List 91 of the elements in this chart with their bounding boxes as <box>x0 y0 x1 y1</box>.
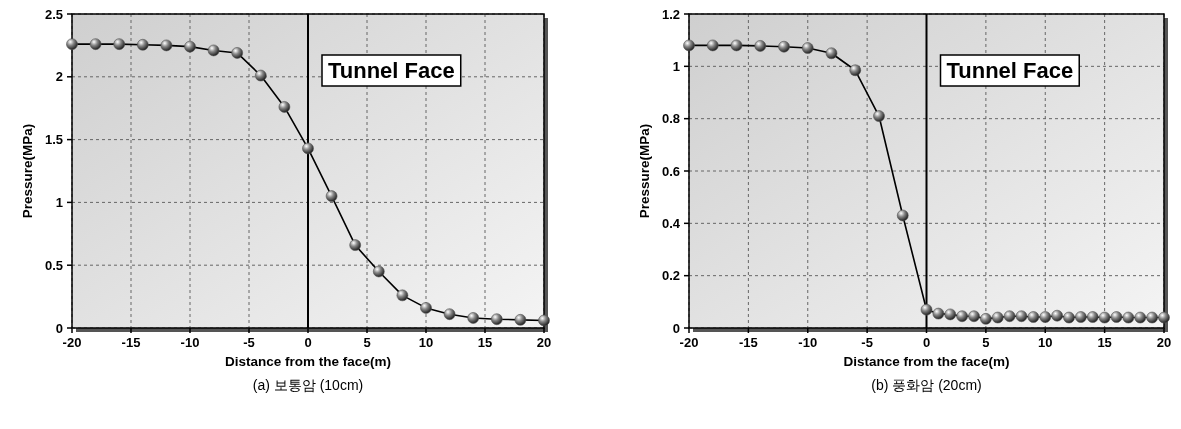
x-tick-label: -20 <box>62 335 82 350</box>
point <box>184 40 196 53</box>
y-tick-label: 2 <box>55 69 63 85</box>
x-tick-label: 0 <box>922 335 931 350</box>
y-tick-label: 0.6 <box>661 163 680 179</box>
x-tick-label: -5 <box>861 335 873 350</box>
point <box>896 209 909 222</box>
y-tick-label: 1 <box>672 58 680 74</box>
point <box>932 307 945 320</box>
point <box>730 39 743 52</box>
x-tick-label: -20 <box>679 335 699 350</box>
point <box>89 38 102 50</box>
point <box>1027 311 1040 323</box>
point <box>207 44 220 57</box>
text: (b) 풍화암 (20cm) <box>871 377 982 393</box>
point <box>825 47 838 60</box>
point <box>255 69 267 82</box>
x-tick-label: -10 <box>798 335 818 350</box>
point <box>373 265 385 278</box>
y-tick-label: 0.5 <box>44 257 63 273</box>
point <box>66 38 78 50</box>
ref-line-label: Tunnel Face <box>946 58 1074 83</box>
point <box>873 110 885 122</box>
point <box>113 38 125 50</box>
point <box>754 40 767 52</box>
x-tick-label: 15 <box>477 335 493 350</box>
y-tick-label: 1.5 <box>44 132 63 148</box>
x-tick-label: 20 <box>536 335 552 350</box>
x-tick-label: 20 <box>1156 335 1172 350</box>
y-tick-label: 0.2 <box>661 268 680 284</box>
x-tick-label: -5 <box>243 335 255 350</box>
point <box>443 308 456 320</box>
point <box>1039 311 1052 323</box>
point <box>1122 311 1135 324</box>
y-tick-label: 0.8 <box>661 111 680 127</box>
point <box>349 239 361 251</box>
point <box>1086 311 1099 323</box>
y-axis-title: Pressure(MPa) <box>637 123 652 219</box>
y-tick-label: 1.2 <box>661 6 680 22</box>
x-axis-title: Distance from the face(m) <box>225 354 391 369</box>
point <box>1158 311 1170 324</box>
x-tick-label: 10 <box>418 335 434 350</box>
point <box>980 313 992 325</box>
y-tick-label: 2.5 <box>44 6 63 22</box>
point <box>1003 310 1016 323</box>
x-tick-label: 0 <box>304 335 312 350</box>
x-tick-label: -10 <box>180 335 200 350</box>
point <box>1098 311 1111 324</box>
point <box>801 42 814 54</box>
point <box>420 302 432 314</box>
point <box>849 64 862 77</box>
point <box>538 314 550 327</box>
point <box>991 311 1004 324</box>
point <box>160 39 173 52</box>
point <box>491 313 503 326</box>
x-tick-label: 10 <box>1038 335 1053 350</box>
y-axis-title: Pressure(MPa) <box>20 123 35 219</box>
y-tick-label: 1 <box>55 194 63 210</box>
point <box>1146 311 1158 324</box>
y-tick-label: 0 <box>672 320 680 336</box>
x-tick-label: 5 <box>363 335 371 350</box>
point <box>956 310 968 323</box>
point <box>968 310 980 323</box>
text: (a) 보통암 (10cm) <box>252 377 364 393</box>
point <box>278 101 291 113</box>
point <box>1075 311 1087 323</box>
point <box>231 47 243 59</box>
point <box>302 142 314 155</box>
x-axis-title: Distance from the face(m) <box>843 354 1010 369</box>
x-tick-label: 5 <box>982 335 990 350</box>
point <box>467 312 479 324</box>
point <box>944 308 957 321</box>
point <box>325 190 338 202</box>
point <box>920 303 933 316</box>
point <box>1051 309 1063 322</box>
point <box>778 40 790 53</box>
point <box>683 39 695 52</box>
ref-line-label: Tunnel Face <box>328 58 455 83</box>
x-tick-label: 15 <box>1097 335 1112 350</box>
point <box>1134 311 1147 324</box>
point <box>1015 310 1028 323</box>
y-tick-label: 0.4 <box>661 215 681 231</box>
point <box>396 289 409 302</box>
point <box>706 39 719 52</box>
point <box>514 314 527 326</box>
point <box>1110 311 1123 323</box>
y-tick-label: 0 <box>55 320 63 336</box>
x-tick-label: -15 <box>121 335 141 350</box>
point <box>1063 311 1075 324</box>
x-tick-label: -15 <box>738 335 758 350</box>
point <box>137 38 149 51</box>
